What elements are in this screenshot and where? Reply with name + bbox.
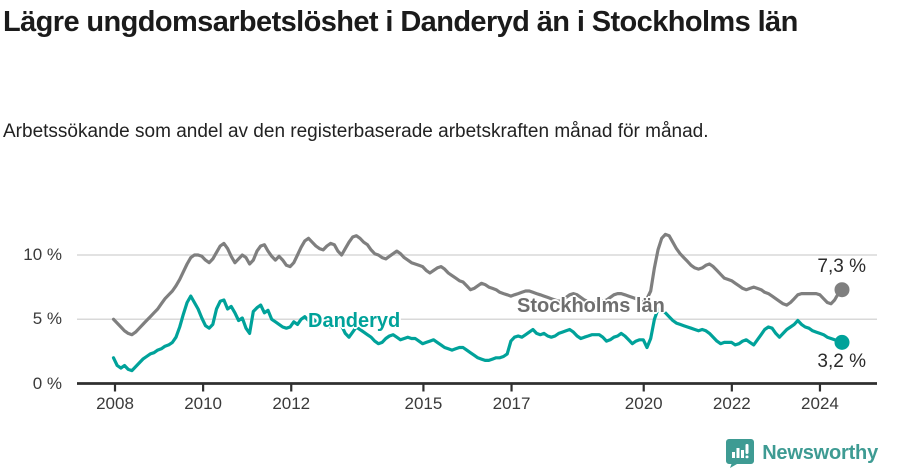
- newsworthy-logo-icon: [726, 439, 755, 468]
- y-tick-label: 5 %: [32, 309, 62, 329]
- line-stockholms-län: [111, 232, 844, 337]
- line-danderyd: [111, 294, 844, 373]
- end-dot-stockholms-län: [834, 282, 850, 298]
- x-tick-label: 2008: [96, 394, 134, 413]
- x-tick-label: 2015: [404, 394, 443, 413]
- data-lines: [111, 232, 844, 373]
- y-tick-label: 0 %: [32, 373, 62, 393]
- x-tick-label: 2022: [712, 394, 751, 413]
- chart-title: Lägre ungdomsarbetslöshet i Danderyd än …: [3, 6, 798, 38]
- x-tick-label: 2010: [184, 394, 223, 413]
- newsworthy-branding: Newsworthy: [726, 439, 878, 468]
- end-dot-danderyd: [834, 334, 850, 350]
- series-label-stockholms-lan: Stockholms län: [517, 295, 665, 317]
- x-axis: [77, 382, 877, 392]
- chart-subtitle: Arbetssökande som andel av den registerb…: [3, 121, 709, 142]
- x-tick-label: 2024: [801, 394, 839, 413]
- end-value-label-danderyd: 3,2 %: [817, 351, 866, 372]
- x-tick-label: 2012: [272, 394, 311, 413]
- x-tick-label: 2017: [492, 394, 531, 413]
- x-tick-label: 2020: [624, 394, 663, 413]
- series-label-danderyd: Danderyd: [308, 310, 401, 332]
- end-point-dots: [834, 282, 850, 350]
- y-tick-label: 10 %: [23, 245, 62, 264]
- end-value-label-stockholm: 7,3 %: [817, 256, 866, 277]
- newsworthy-brand-text: Newsworthy: [762, 442, 878, 464]
- gridlines: [77, 254, 877, 320]
